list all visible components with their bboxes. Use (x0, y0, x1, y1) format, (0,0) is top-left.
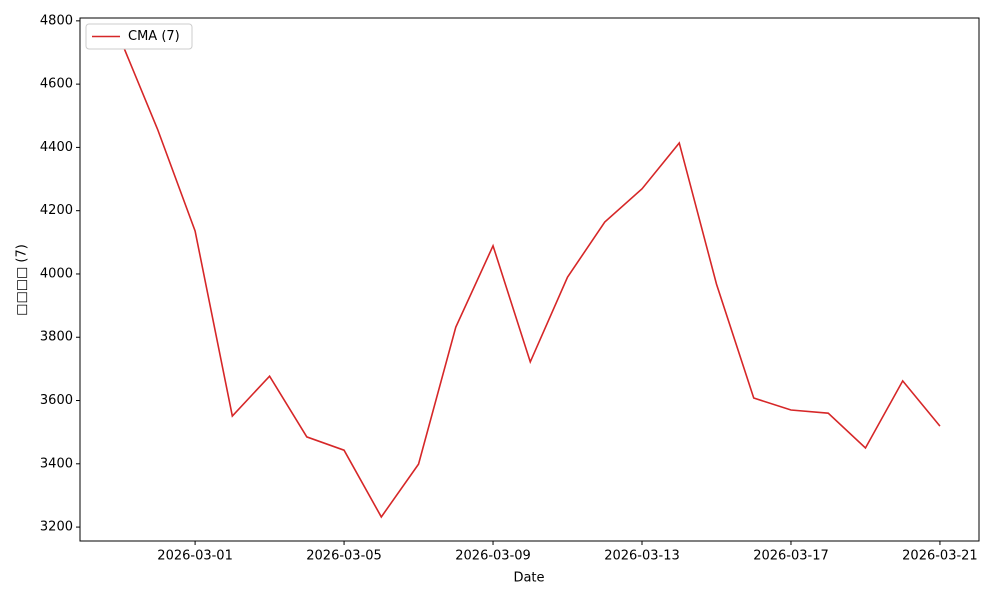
x-axis-label: Date (513, 571, 544, 586)
x-tick-label: 2026-03-09 (455, 549, 531, 564)
x-tick-label: 2026-03-01 (157, 549, 233, 564)
x-tick-label: 2026-03-17 (753, 549, 829, 564)
y-tick-label: 3200 (40, 520, 73, 535)
x-tick-label: 2026-03-21 (902, 549, 978, 564)
y-axis-label: □□□□ (7) (15, 244, 30, 316)
y-tick-label: 4000 (40, 266, 73, 281)
y-tick-label: 4200 (40, 203, 73, 218)
plot-frame (79, 17, 980, 542)
y-tick-label: 4400 (40, 140, 73, 155)
y-tick-label: 4800 (40, 13, 73, 28)
y-tick-label: 3800 (40, 330, 73, 345)
legend-label: CMA (7) (128, 29, 180, 44)
y-tick-label: 4600 (40, 77, 73, 92)
x-tick-label: 2026-03-13 (604, 549, 680, 564)
line (119, 39, 941, 519)
x-tick-label: 2026-03-05 (306, 549, 382, 564)
y-tick-label: 3400 (40, 456, 73, 471)
legend-box (85, 23, 193, 50)
y-tick-label: 3600 (40, 393, 73, 408)
